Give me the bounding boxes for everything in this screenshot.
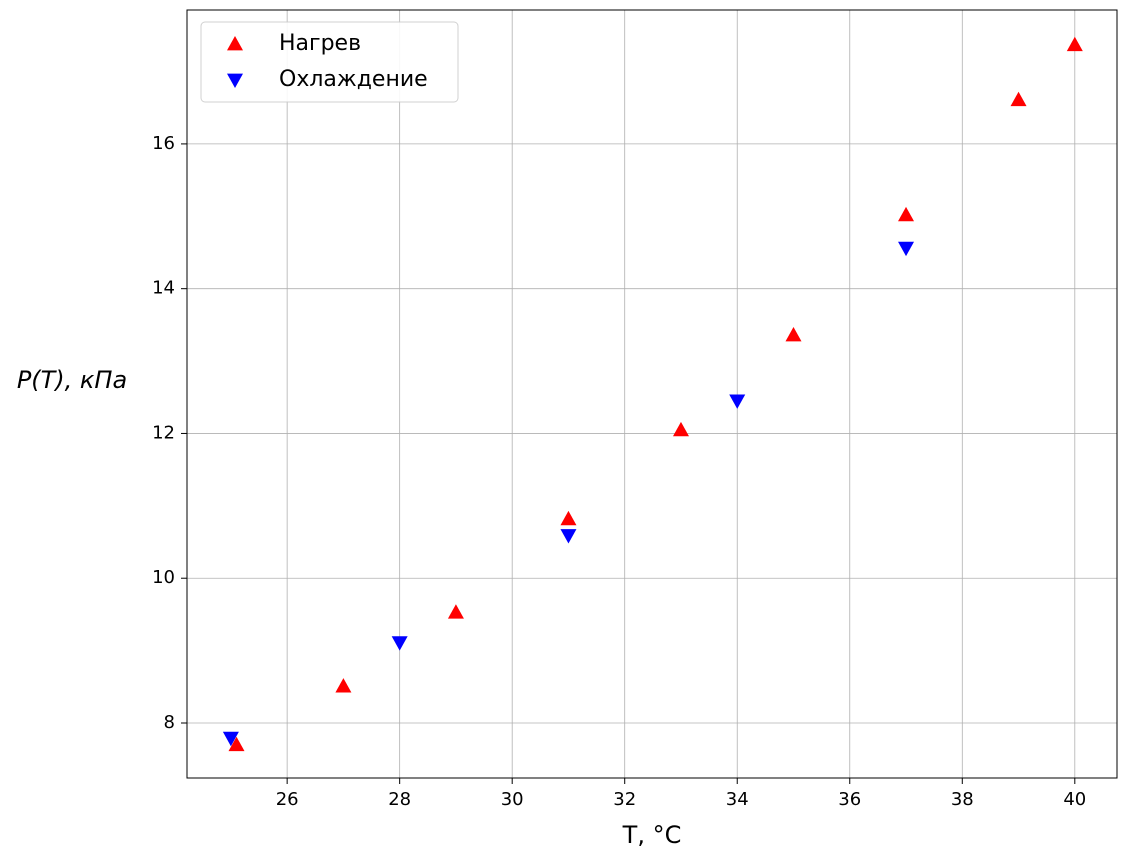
point	[447, 604, 464, 619]
point	[1010, 91, 1027, 107]
point	[729, 394, 746, 409]
point	[672, 421, 689, 437]
point	[898, 241, 915, 257]
y-tick-label: 14	[152, 278, 175, 299]
x-tick-label: 28	[388, 789, 411, 810]
x-axis-label: T, °C	[622, 821, 682, 849]
legend-marker	[227, 36, 243, 51]
y-tick-label: 10	[152, 567, 175, 588]
point	[1066, 36, 1083, 52]
x-tick-label: 38	[951, 789, 974, 810]
y-tick-label: 16	[152, 133, 175, 154]
x-tick-label: 30	[501, 789, 524, 810]
point	[222, 731, 239, 747]
plot-frame	[186, 9, 1118, 779]
point	[391, 636, 408, 651]
x-tick-label: 40	[1063, 789, 1086, 810]
legend-box	[200, 21, 459, 103]
legend-label: Нагрев	[279, 31, 361, 56]
legend-label: Охлаждение	[279, 67, 428, 92]
y-tick-label: 8	[164, 712, 175, 733]
y-axis-label: P(T), кПа	[17, 366, 127, 394]
y-tick-label: 12	[152, 422, 175, 443]
point	[228, 736, 245, 752]
point	[335, 678, 352, 693]
point	[560, 510, 577, 526]
x-tick-label: 32	[613, 789, 636, 810]
x-tick-label: 34	[726, 789, 749, 810]
point	[898, 206, 915, 222]
x-tick-label: 36	[838, 789, 861, 810]
legend-marker	[227, 73, 243, 88]
x-tick-label: 26	[276, 789, 299, 810]
point	[560, 529, 577, 544]
point	[785, 327, 802, 342]
